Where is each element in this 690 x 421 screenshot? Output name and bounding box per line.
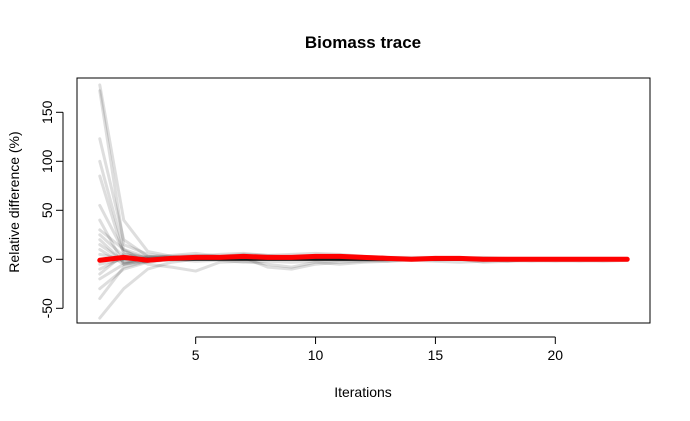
chart-title: Biomass trace	[305, 33, 421, 52]
trace-line-6	[98, 203, 629, 261]
trace-line-14	[98, 257, 629, 300]
y-tick-label-50: 50	[39, 202, 55, 218]
y-tick-label-0: 0	[39, 255, 55, 263]
trace-line-4	[98, 159, 629, 261]
trace-line-3	[98, 137, 629, 261]
y-axis: -50 0 50 100 150	[39, 100, 64, 318]
trace-line-5	[98, 174, 629, 262]
x-axis-label: Iterations	[334, 384, 392, 400]
trace-line-2	[98, 89, 629, 261]
x-tick-label-20: 20	[548, 347, 564, 363]
trace-line-16	[98, 228, 629, 273]
y-axis-label: Relative difference (%)	[6, 131, 22, 272]
y-tick-label--50: -50	[39, 298, 55, 318]
y-tick-label-100: 100	[39, 149, 55, 173]
plot-frame	[76, 77, 651, 324]
median-line	[97, 253, 630, 263]
y-tick-label-150: 150	[39, 100, 55, 124]
x-tick-label-15: 15	[428, 347, 444, 363]
x-axis: 5 10 15 20	[192, 336, 564, 363]
median-line-layer	[97, 253, 630, 263]
trace-lines	[98, 83, 629, 320]
trace-line-1	[98, 83, 629, 261]
x-tick-label-10: 10	[308, 347, 324, 363]
x-tick-label-5: 5	[192, 347, 200, 363]
